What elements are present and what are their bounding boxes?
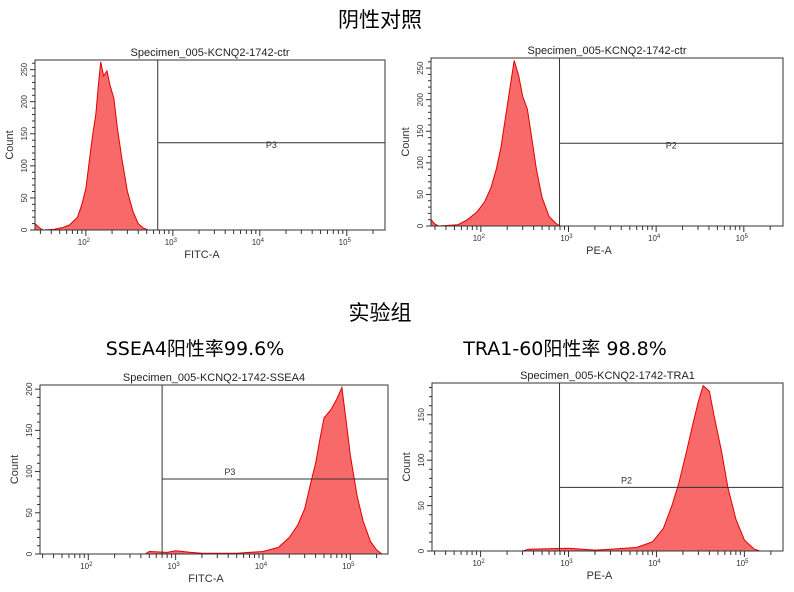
y-tick-label: 0 bbox=[25, 551, 34, 556]
x-tick-exponent: 4 bbox=[264, 562, 268, 568]
experimental-heading: 实验组 bbox=[348, 301, 412, 325]
x-tick-exponent: 2 bbox=[87, 238, 91, 244]
y-axis-label: Count bbox=[400, 127, 412, 156]
y-tick-label: 50 bbox=[25, 508, 34, 517]
gate-label: P2 bbox=[666, 140, 677, 150]
x-tick-exponent: 2 bbox=[481, 559, 485, 565]
x-tick-label: 104 bbox=[255, 562, 268, 571]
gate-label: P2 bbox=[621, 475, 632, 485]
histogram-area bbox=[522, 384, 761, 552]
x-tick-label: 102 bbox=[472, 559, 485, 568]
ssea4-rate-label: SSEA4阳性率99.6% bbox=[105, 338, 285, 360]
x-tick-exponent: 4 bbox=[657, 234, 661, 240]
histogram-panel-2: Specimen_005-KCNQ2-1742-ctr P2 102 103 104 10… bbox=[400, 45, 784, 257]
plot-title: Specimen_005-KCNQ2-1742-TRA1 bbox=[520, 370, 695, 382]
y-axis-label: Count bbox=[9, 455, 21, 484]
histogram-panel-1: Specimen_005-KCNQ2-1742-ctr P3 102 103 104 10… bbox=[4, 47, 386, 261]
x-tick-label: 103 bbox=[165, 238, 178, 247]
y-tick-label: 100 bbox=[416, 156, 425, 170]
gate-label: P3 bbox=[266, 140, 277, 150]
x-tick-label: 102 bbox=[473, 234, 486, 243]
y-tick-label: 100 bbox=[417, 453, 426, 467]
x-tick-label: 105 bbox=[736, 234, 749, 243]
x-tick-label: 104 bbox=[648, 559, 661, 568]
x-axis-label: FITC-A bbox=[184, 249, 220, 261]
x-tick-exponent: 3 bbox=[569, 234, 573, 240]
y-tick-label: 200 bbox=[20, 94, 29, 108]
x-tick-exponent: 2 bbox=[89, 562, 93, 568]
histogram-area bbox=[34, 61, 149, 231]
histogram-area bbox=[430, 60, 562, 227]
y-axis-label: Count bbox=[4, 130, 16, 159]
x-tick-label: 104 bbox=[648, 234, 661, 243]
x-tick-label: 105 bbox=[339, 238, 352, 247]
x-tick-exponent: 4 bbox=[261, 238, 265, 244]
y-tick-label: 200 bbox=[416, 92, 425, 106]
plot-title: Specimen_005-KCNQ2-1742-ctr bbox=[131, 47, 290, 59]
x-tick-label: 104 bbox=[252, 238, 265, 247]
y-axis-label: Count bbox=[401, 452, 413, 481]
plot-frame bbox=[34, 59, 386, 231]
plot-frame bbox=[430, 57, 784, 227]
y-tick-label: 100 bbox=[25, 464, 34, 478]
gate-label: P3 bbox=[224, 467, 235, 477]
x-tick-exponent: 5 bbox=[348, 238, 352, 244]
x-tick-label: 103 bbox=[560, 559, 573, 568]
x-tick-exponent: 5 bbox=[745, 234, 749, 240]
x-axis-label: PE-A bbox=[586, 245, 612, 257]
y-tick-label: 50 bbox=[20, 193, 29, 202]
x-tick-label: 102 bbox=[78, 238, 91, 247]
x-axis-label: FITC-A bbox=[188, 573, 224, 585]
x-tick-label: 102 bbox=[80, 562, 93, 571]
x-tick-exponent: 2 bbox=[482, 234, 486, 240]
y-tick-label: 0 bbox=[417, 548, 426, 553]
x-tick-exponent: 4 bbox=[657, 559, 661, 565]
plot-title: Specimen_005-KCNQ2-1742-SSEA4 bbox=[123, 372, 305, 384]
tra160-rate-label: TRA1-60阳性率 98.8% bbox=[463, 338, 667, 360]
y-tick-label: 50 bbox=[417, 501, 426, 510]
x-tick-exponent: 5 bbox=[745, 559, 749, 565]
negative-control-heading: 阴性对照 bbox=[338, 8, 422, 32]
y-tick-label: 150 bbox=[416, 124, 425, 138]
x-tick-exponent: 3 bbox=[569, 559, 573, 565]
y-tick-label: 250 bbox=[20, 62, 29, 76]
y-tick-label: 50 bbox=[416, 189, 425, 198]
y-tick-label: 200 bbox=[25, 382, 34, 396]
x-axis-label: PE-A bbox=[587, 570, 613, 582]
histogram-panel-4: Specimen_005-KCNQ2-1742-TRA1 P2 102 103 104 1… bbox=[401, 370, 784, 582]
y-tick-label: 100 bbox=[20, 159, 29, 173]
x-tick-label: 103 bbox=[168, 562, 181, 571]
x-tick-label: 103 bbox=[560, 234, 573, 243]
x-tick-label: 105 bbox=[736, 559, 749, 568]
y-tick-label: 150 bbox=[20, 127, 29, 141]
x-tick-exponent: 3 bbox=[174, 238, 178, 244]
x-tick-exponent: 3 bbox=[176, 562, 180, 568]
histogram-area bbox=[143, 385, 384, 555]
x-tick-exponent: 5 bbox=[351, 562, 355, 568]
y-tick-label: 150 bbox=[417, 408, 426, 422]
plot-frame bbox=[39, 384, 389, 555]
x-tick-label: 105 bbox=[342, 562, 355, 571]
y-tick-label: 250 bbox=[416, 61, 425, 75]
y-tick-label: 0 bbox=[416, 223, 425, 228]
plot-frame bbox=[431, 382, 784, 552]
plot-title: Specimen_005-KCNQ2-1742-ctr bbox=[528, 45, 687, 57]
y-tick-label: 0 bbox=[20, 227, 29, 232]
histogram-panel-3: Specimen_005-KCNQ2-1742-SSEA4 P3 102 103 104… bbox=[9, 372, 389, 585]
y-tick-label: 150 bbox=[25, 423, 34, 437]
